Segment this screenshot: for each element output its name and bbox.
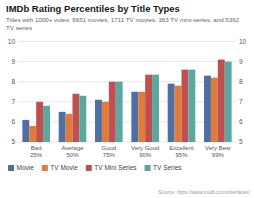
bar — [204, 76, 211, 142]
x-tick-label-line: 99% — [212, 152, 225, 158]
bar — [22, 120, 29, 142]
bar — [225, 62, 232, 142]
legend-label: TV Movie — [50, 164, 78, 171]
x-tick-label-line: Very Best — [205, 145, 231, 151]
grid-line — [18, 61, 236, 62]
y-tick-label: 10 — [8, 38, 16, 45]
y-tick-label: 9 — [11, 58, 15, 65]
legend: Movie TV Movie TV Mini Series TV Series — [8, 164, 182, 171]
x-tick-label-line: Good — [101, 145, 116, 151]
x-tick-label-line: Excellent — [169, 145, 194, 151]
bar — [36, 102, 43, 142]
legend-label: Movie — [17, 164, 35, 171]
bar — [59, 112, 66, 142]
bar — [131, 92, 138, 142]
x-tick-label: Average50% — [61, 145, 84, 158]
y-tick-label: 7 — [11, 98, 15, 105]
bar — [175, 86, 182, 142]
x-tick-label-line: 95% — [175, 152, 188, 158]
x-tick-label: Excellent95% — [169, 145, 194, 158]
bar — [29, 126, 36, 142]
grid-line — [18, 41, 236, 42]
grid-line — [18, 121, 236, 122]
grid-line — [18, 81, 236, 82]
bar — [66, 114, 73, 142]
x-tick-label-line: 50% — [66, 152, 79, 158]
legend-label: TV Mini Series — [94, 164, 137, 171]
bars — [22, 60, 231, 142]
x-tick-label-line: 90% — [139, 152, 152, 158]
bar — [218, 60, 225, 142]
chart: IMDb Rating Percentiles by Title Types Ti… — [0, 0, 254, 198]
subtitle-line: Titles with 1000+ votes: 6651 movies, 17… — [6, 16, 240, 23]
bar — [95, 100, 102, 142]
bar — [211, 78, 218, 142]
bar — [168, 84, 175, 142]
x-tick-label-line: Bad — [31, 145, 42, 151]
legend-swatch — [42, 165, 48, 171]
bar — [102, 102, 109, 142]
bar — [109, 82, 116, 142]
grid-line — [18, 101, 236, 102]
x-tick-label: Very Best99% — [205, 145, 231, 158]
x-tick-label-line: Very Good — [131, 145, 159, 151]
bar — [145, 75, 152, 142]
legend-swatch — [8, 165, 14, 171]
bar — [138, 92, 145, 142]
x-tick-label: Good75% — [101, 145, 116, 158]
grid-line — [18, 142, 236, 143]
source: Source: https://www.imdb.com/interfaces/ — [158, 189, 250, 195]
x-tick-label-line: Average — [61, 145, 84, 151]
subtitle-line: TV series — [6, 24, 32, 31]
title: IMDb Rating Percentiles by Title Types — [6, 3, 180, 14]
y2-tick-label: 5 — [239, 138, 243, 145]
x-tick-label: Bad25% — [30, 145, 43, 158]
legend-swatch — [145, 165, 151, 171]
y-tick-label: 6 — [11, 118, 15, 125]
y2-tick-label: 10 — [239, 38, 247, 45]
legend-label: TV Series — [153, 164, 182, 171]
y2-tick-label: 8 — [239, 78, 243, 85]
bar — [152, 75, 159, 142]
subtitle: Titles with 1000+ votes: 6651 movies, 17… — [6, 16, 240, 31]
y2-tick-label: 7 — [239, 98, 243, 105]
bar — [73, 94, 80, 142]
x-tick-label-line: 75% — [103, 152, 116, 158]
bar — [188, 70, 195, 142]
legend-swatch — [86, 165, 92, 171]
bar — [116, 82, 123, 142]
bar — [79, 96, 86, 142]
grid — [18, 42, 236, 143]
x-tick-label-line: 25% — [30, 152, 43, 158]
y2-tick-label: 6 — [239, 118, 243, 125]
y-tick-label: 5 — [11, 138, 15, 145]
y-tick-label: 8 — [11, 78, 15, 85]
bar — [43, 106, 50, 142]
bar — [182, 70, 189, 142]
y2-tick-label: 9 — [239, 58, 243, 65]
x-tick-label: Very Good90% — [131, 145, 159, 158]
